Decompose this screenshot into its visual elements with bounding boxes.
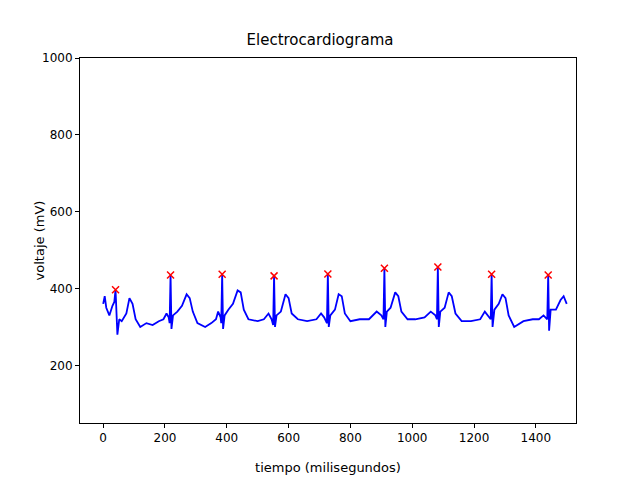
svg-text:600: 600 [50,205,73,219]
svg-text:voltaje (mV): voltaje (mV) [32,201,47,281]
svg-text:Electrocardiograma: Electrocardiograma [247,31,394,49]
svg-text:200: 200 [154,431,177,445]
svg-text:600: 600 [277,431,300,445]
svg-text:tiempo (milisegundos): tiempo (milisegundos) [255,460,401,475]
svg-text:1000: 1000 [42,51,73,65]
svg-text:400: 400 [215,431,238,445]
svg-text:1200: 1200 [459,431,490,445]
svg-text:400: 400 [50,282,73,296]
svg-text:1400: 1400 [521,431,552,445]
svg-text:800: 800 [339,431,362,445]
svg-text:1000: 1000 [397,431,428,445]
svg-text:800: 800 [50,128,73,142]
svg-text:0: 0 [99,431,107,445]
svg-text:200: 200 [50,359,73,373]
